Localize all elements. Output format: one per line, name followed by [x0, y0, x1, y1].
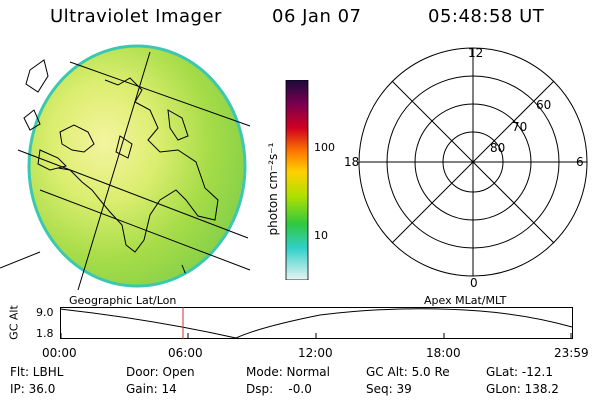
altitude-curve — [60, 308, 573, 339]
geographic-panel-label: Geographic Lat/Lon — [69, 294, 177, 307]
coastline-fragment — [23, 109, 41, 131]
status-gc-alt: GC Alt: 5.0 Re — [366, 365, 450, 379]
colorbar-tick-100: 100 — [314, 141, 335, 154]
geographic-globe-image — [0, 44, 251, 290]
colorbar-tick-10: 10 — [314, 229, 328, 242]
status-door: Door: Open — [126, 365, 195, 379]
mlt-label-top: 12 — [468, 46, 484, 60]
instrument-title: Ultraviolet Imager — [50, 6, 222, 27]
colorbar — [285, 80, 309, 280]
mlt-label-bottom: 0 — [470, 276, 478, 290]
xtick-2359: 23:59 — [554, 346, 589, 360]
coastlines — [37, 77, 219, 286]
xtick-0600: 06:00 — [168, 346, 203, 360]
xtick-1800: 18:00 — [426, 346, 461, 360]
xtick-1200: 12:00 — [298, 346, 333, 360]
status-ip: IP: 36.0 — [10, 382, 56, 396]
date-label: 06 Jan 07 — [272, 6, 362, 27]
status-filter: Flt: LBHL — [10, 365, 64, 379]
status-dsp: Dsp: -0.0 — [246, 382, 312, 396]
time-label: 05:48:58 UT — [428, 6, 545, 27]
altitude-plot — [60, 307, 573, 339]
lat-label-80: 80 — [490, 141, 506, 155]
colorbar-unit-label: photon cm⁻²s⁻¹ — [266, 142, 280, 236]
globe-disk — [27, 44, 247, 288]
status-seq: Seq: 39 — [366, 382, 412, 396]
altitude-ytick-low: 1.8 — [36, 327, 54, 340]
polar-mlt-plot — [358, 47, 588, 277]
mlt-label-right: 6 — [576, 155, 584, 169]
lat-label-60: 60 — [536, 98, 552, 112]
apex-panel-label: Apex MLat/MLT — [424, 294, 507, 307]
xtick-0000: 00:00 — [42, 346, 77, 360]
status-gain: Gain: 14 — [126, 382, 177, 396]
altitude-ytick-high: 9.0 — [36, 306, 54, 319]
lat-label-70: 70 — [512, 120, 528, 134]
status-mode: Mode: Normal — [246, 365, 330, 379]
coastline-fragment — [25, 59, 49, 93]
mlt-label-left: 18 — [344, 155, 360, 169]
status-glat: GLat: -12.1 — [486, 365, 553, 379]
altitude-ylabel: GC Alt — [7, 305, 21, 340]
geo-grid-lines — [0, 51, 251, 290]
status-glon: GLon: 138.2 — [486, 382, 559, 396]
